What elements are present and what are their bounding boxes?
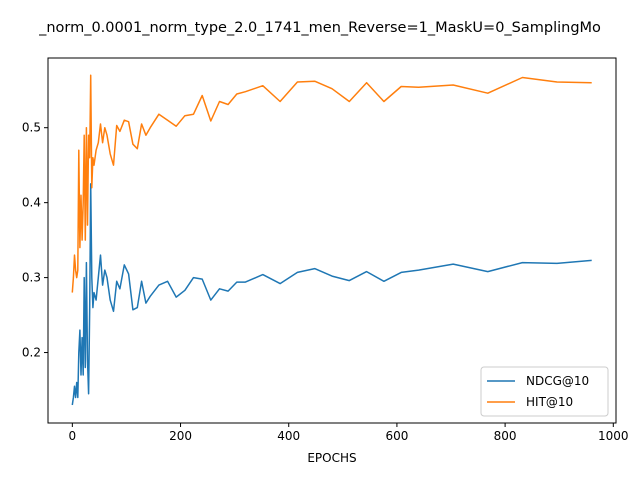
x-tick-label: 1000 (598, 429, 629, 443)
series-line-hit (71, 74, 592, 293)
plot-frame (47, 57, 617, 424)
y-tick-label: 0.4 (22, 196, 41, 210)
x-tick-label: 200 (169, 429, 192, 443)
chart-title: _norm_0.0001_norm_type_2.0_1741_men_Reve… (38, 20, 601, 36)
plot-area (48, 58, 616, 423)
y-tick-label: 0.3 (22, 271, 41, 285)
x-tick-label: 400 (277, 429, 300, 443)
x-tick-label: 800 (494, 429, 517, 443)
series-line-ndcg (71, 183, 592, 406)
legend-box (480, 366, 609, 417)
x-tick-label: 600 (385, 429, 408, 443)
y-tick-label: 0.2 (22, 346, 41, 360)
legend-label: HIT@10 (526, 395, 573, 409)
legend-label: NDCG@10 (526, 374, 589, 388)
y-tick-label: 0.5 (22, 121, 41, 135)
series-lines (71, 74, 592, 406)
x-tick-label: 0 (69, 429, 77, 443)
axis-ticks: 0 200 400 600 800 1000 0.2 0.3 0.4 0.5 (22, 121, 629, 443)
x-axis-label: EPOCHS (307, 451, 356, 465)
legend: NDCG@10 HIT@10 (480, 366, 609, 417)
